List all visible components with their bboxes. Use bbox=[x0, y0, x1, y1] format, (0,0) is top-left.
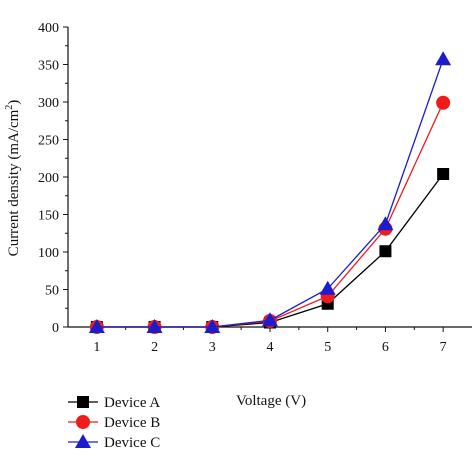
data-point bbox=[435, 51, 452, 66]
legend-item: Device B bbox=[68, 415, 160, 431]
x-tick-label: 4 bbox=[267, 340, 274, 355]
data-point bbox=[436, 95, 451, 110]
x-tick-label: 1 bbox=[93, 340, 100, 355]
data-point bbox=[319, 280, 336, 295]
legend-marker bbox=[75, 434, 91, 448]
series-line bbox=[96, 59, 444, 328]
legend-marker bbox=[77, 396, 89, 408]
y-axis-title-superscript: 2 bbox=[4, 105, 15, 110]
data-point bbox=[88, 319, 105, 333]
legend-label: Device C bbox=[104, 435, 160, 451]
x-tick-label: 5 bbox=[324, 340, 331, 355]
data-point bbox=[377, 216, 394, 231]
legend: Device A Device B Device C bbox=[68, 395, 160, 451]
y-tick-label: 250 bbox=[38, 134, 59, 149]
y-tick-label: 350 bbox=[38, 59, 59, 74]
x-tick-label: 6 bbox=[382, 340, 389, 355]
series-line bbox=[96, 102, 444, 328]
y-tick-label: 200 bbox=[38, 171, 59, 186]
y-axis-title-main: Current density (mA/cm bbox=[6, 109, 22, 256]
y-axis-title: Current density (mA/cm2) bbox=[4, 100, 22, 257]
data-point bbox=[146, 319, 163, 333]
series-device-b bbox=[89, 95, 451, 334]
series-device-c bbox=[88, 51, 452, 333]
y-tick-label: 150 bbox=[38, 209, 59, 224]
y-tick-label: 0 bbox=[52, 321, 59, 336]
y-axis-title-close: ) bbox=[6, 100, 22, 105]
x-tick-label: 2 bbox=[151, 340, 158, 355]
x-tick-label: 7 bbox=[440, 340, 447, 355]
y-tick-label: 100 bbox=[38, 246, 59, 261]
x-axis: 1 2 3 4 5 6 7 bbox=[68, 326, 472, 355]
data-point bbox=[437, 168, 450, 180]
data-point bbox=[262, 312, 278, 327]
series-device-a bbox=[90, 168, 450, 333]
y-tick-label: 50 bbox=[45, 284, 59, 299]
legend-label: Device B bbox=[104, 415, 160, 431]
data-point bbox=[204, 319, 221, 333]
legend-label: Device A bbox=[104, 395, 160, 411]
y-tick-label: 300 bbox=[38, 96, 59, 111]
legend-item: Device C bbox=[68, 434, 160, 451]
x-axis-title: Voltage (V) bbox=[236, 393, 306, 409]
data-point bbox=[379, 245, 392, 258]
legend-marker bbox=[76, 415, 90, 429]
y-tick-label: 400 bbox=[38, 21, 59, 36]
y-axis: 0 50 100 150 200 250 300 350 400 bbox=[38, 21, 69, 336]
series-group bbox=[88, 51, 452, 334]
x-tick-label: 3 bbox=[209, 340, 216, 355]
legend-item: Device A bbox=[68, 395, 160, 411]
